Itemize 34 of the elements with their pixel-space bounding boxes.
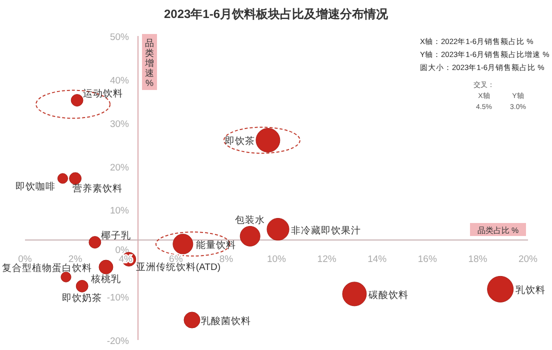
series-label: 碳酸饮料 bbox=[367, 288, 408, 301]
x-tick-label: 12% bbox=[317, 254, 337, 265]
chart-title: 2023年1-6月饮料板块占比及增速分布情况 bbox=[164, 7, 390, 21]
series-label: 即饮茶 bbox=[224, 135, 255, 148]
series-label: 复合型植物蛋白饮料 bbox=[2, 262, 92, 274]
series-label: 营养素饮料 bbox=[72, 182, 122, 194]
y-tick-label: -10% bbox=[106, 292, 130, 304]
series-label: 包装水 bbox=[235, 214, 266, 226]
series-label: 乳酸菌饮料 bbox=[200, 315, 251, 328]
x-tick-label: 8% bbox=[219, 254, 234, 265]
x-tick-label: 18% bbox=[468, 254, 488, 265]
series-label: 能量饮料 bbox=[196, 239, 236, 252]
series-label: 亚洲传统饮料(ATD) bbox=[136, 261, 220, 274]
x-axis-title: 品类占比 % bbox=[477, 226, 519, 235]
y-tick-label: 30% bbox=[110, 118, 130, 130]
series-label: 核桃乳 bbox=[90, 273, 121, 286]
y-tick-label: 20% bbox=[110, 162, 130, 174]
y-axis-title: 品类增速 % bbox=[144, 38, 154, 88]
x-tick-label: 2% bbox=[68, 254, 83, 265]
series-label: 椰子乳 bbox=[100, 229, 131, 242]
y-tick-label: -20% bbox=[106, 336, 130, 347]
series-label: 即饮奶茶 bbox=[62, 292, 102, 304]
x-tick-label: 10% bbox=[266, 254, 287, 265]
y-tick-label: 10% bbox=[110, 206, 130, 217]
series-label: 乳饮料 bbox=[515, 284, 546, 296]
series-label: 即饮咖啡 bbox=[16, 180, 56, 192]
x-tick-label: 20% bbox=[518, 254, 538, 265]
y-tick-label: 0% bbox=[115, 245, 130, 256]
x-tick-label: 14% bbox=[368, 254, 388, 265]
y-tick-label: 50% bbox=[110, 32, 130, 43]
y-tick-label: 40% bbox=[110, 75, 130, 86]
series-label: 非冷藏即饮果汁 bbox=[291, 224, 362, 236]
x-tick-label: 0% bbox=[18, 254, 32, 265]
x-tick-label: 16% bbox=[418, 254, 438, 265]
